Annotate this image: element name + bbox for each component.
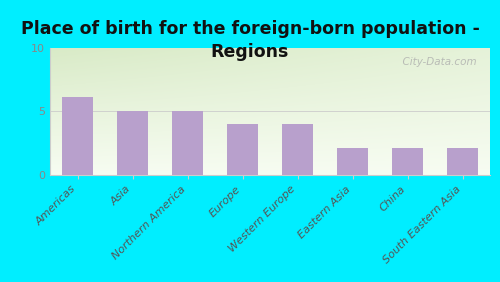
Bar bbox=[282, 124, 312, 175]
Bar bbox=[338, 148, 368, 175]
Bar bbox=[448, 148, 478, 175]
Bar bbox=[392, 148, 422, 175]
Bar bbox=[228, 124, 258, 175]
Bar bbox=[118, 111, 148, 175]
Text: Place of birth for the foreign-born population -
Regions: Place of birth for the foreign-born popu… bbox=[20, 20, 479, 61]
Text: City-Data.com: City-Data.com bbox=[396, 57, 477, 67]
Bar bbox=[62, 97, 92, 175]
Bar bbox=[172, 111, 203, 175]
